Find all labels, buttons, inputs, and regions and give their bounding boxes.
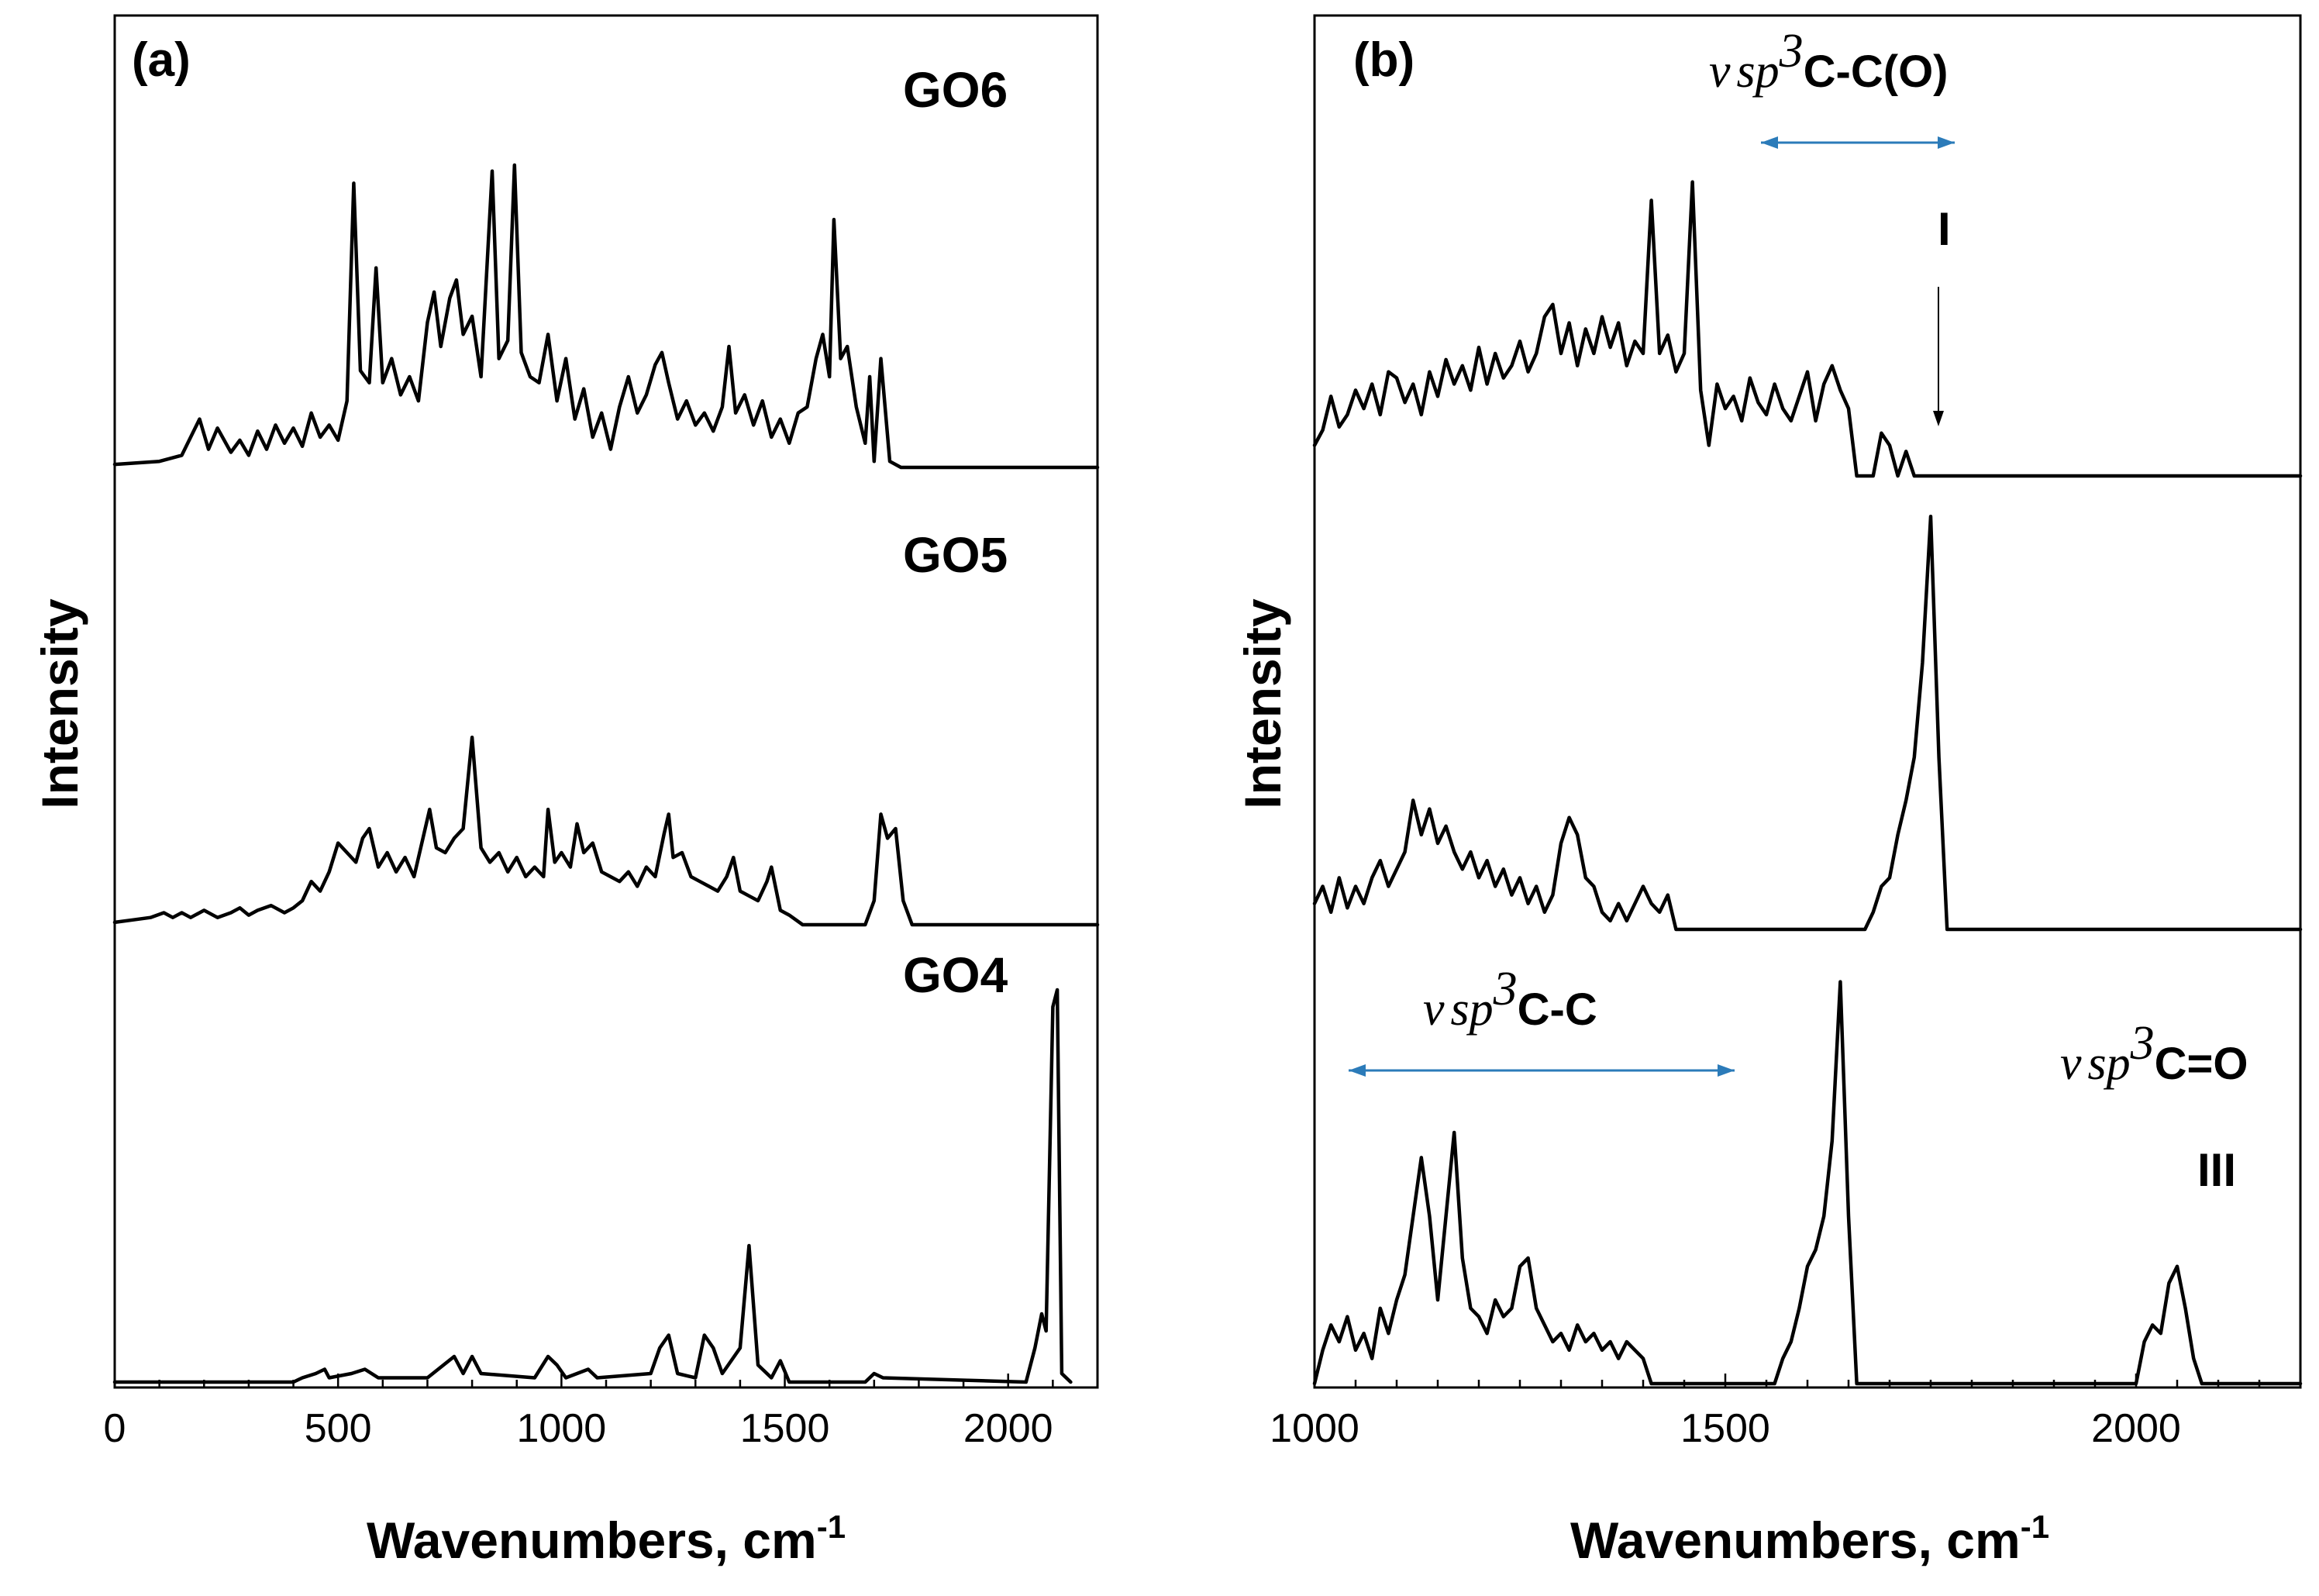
trace-top	[1312, 180, 2303, 478]
trace-go4	[112, 988, 1073, 1384]
annotation-right-band: ν sp3C=O III	[2060, 1017, 2248, 1196]
series-label-go4: GO4	[903, 947, 1008, 1003]
band-label-iii: III	[2197, 1144, 2236, 1196]
x-axis-label-a: Wavenumbers, cm-1	[367, 1508, 846, 1569]
x-tick-label: 1000	[1270, 1406, 1359, 1451]
x-tick-label: 0	[104, 1406, 126, 1451]
band-label-i: I	[1938, 203, 1951, 255]
arrowhead-left-left	[1349, 1064, 1366, 1077]
arrowhead-left-top	[1761, 136, 1778, 149]
x-tick-label: 2000	[2091, 1406, 2181, 1451]
panel-b: 1000 1500 2000 (b) Intensity Wavenumbers, …	[1234, 14, 2303, 1569]
x-tick-label: 1000	[517, 1406, 607, 1451]
panel-a: 0 500 1000 1500 2000 (a) GO6 GO5 GO4 Intensi…	[31, 14, 1100, 1569]
panel-a-frame	[113, 14, 1099, 1389]
series-label-go5: GO5	[903, 527, 1008, 583]
arrowhead-right-top	[1938, 136, 1955, 149]
annotation-left-band: ν sp3C-C	[1349, 963, 1735, 1077]
x-tick-label: 1500	[1680, 1406, 1770, 1451]
arrowhead-right-left	[1718, 1064, 1735, 1077]
trace-bottom	[1312, 980, 2303, 1386]
annotation-top-band: ν sp3C-C(O) I	[1709, 25, 1955, 426]
x-tick-label: 1500	[740, 1406, 830, 1451]
x-axis-label-b: Wavenumbers, cm-1	[1570, 1508, 2049, 1569]
trace-go5	[112, 735, 1100, 927]
panel-b-label: (b)	[1353, 33, 1414, 87]
y-axis-label-a: Intensity	[31, 598, 88, 809]
trace-middle	[1312, 514, 2303, 932]
trace-go6	[112, 163, 1100, 470]
panel-a-label: (a)	[132, 33, 191, 87]
x-tick-label: 500	[305, 1406, 372, 1451]
x-tick-label: 2000	[963, 1406, 1053, 1451]
pointer-arrowhead-i	[1933, 411, 1944, 426]
series-label-go6: GO6	[903, 62, 1008, 118]
y-axis-label-b: Intensity	[1234, 598, 1291, 809]
panel-b-frame	[1313, 14, 2302, 1389]
